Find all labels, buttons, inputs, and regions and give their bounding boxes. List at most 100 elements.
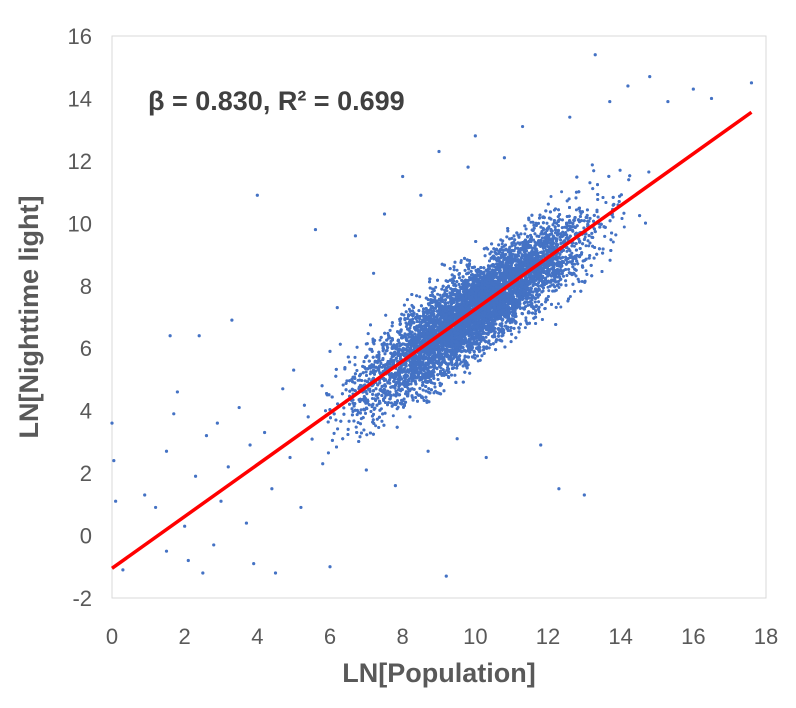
data-point [583,235,587,239]
data-point [292,368,296,372]
data-point [393,484,397,488]
data-point [426,449,430,453]
data-point [749,81,754,85]
data-point [691,87,695,91]
data-point [168,334,172,338]
data-point [568,115,572,119]
data-point [537,281,541,285]
data-point [573,289,576,293]
data-point [288,455,292,460]
data-point [557,286,561,289]
data-point [248,443,252,447]
data-point [121,568,125,572]
data-point [335,306,339,310]
data-point [573,262,577,266]
data-point [419,371,423,375]
data-point [201,571,205,575]
data-point [593,53,597,57]
data-point [565,249,569,253]
data-point [252,562,256,566]
data-point [230,318,234,322]
data-point [419,193,423,197]
data-point [378,338,382,342]
data-point [244,521,249,525]
data-point [559,305,563,309]
data-point [709,96,714,101]
data-point [437,149,441,154]
data-point [608,99,612,104]
points-layer [110,53,754,578]
data-point [520,124,525,129]
data-point [270,487,274,491]
data-point [587,244,591,248]
data-point [611,240,615,244]
data-point [473,134,477,138]
data-point [582,493,586,497]
data-point [204,434,209,438]
data-point [557,487,561,491]
data-point [369,370,373,374]
data-point [374,424,378,428]
data-point [438,293,442,297]
data-point [580,280,584,283]
data-point [434,285,438,289]
data-point [539,443,543,447]
data-point [143,493,147,497]
data-point [560,190,564,194]
data-point [556,302,560,306]
data-point [175,390,179,394]
data-point [401,174,405,179]
data-point [255,193,259,197]
data-point [572,244,576,248]
data-point [154,505,158,510]
data-point [408,415,412,419]
data-point [183,524,187,528]
data-point [114,499,118,503]
data-point [226,465,230,469]
data-point [436,292,440,296]
data-point [549,195,553,198]
data-point [215,421,219,425]
data-point [219,499,223,503]
data-point [164,549,169,553]
data-point [626,84,630,88]
data-point [110,421,114,425]
data-point [444,574,448,578]
data-point [568,295,572,298]
data-point [391,414,395,418]
data-point [523,232,527,236]
data-point [172,412,176,416]
data-point [648,74,652,79]
data-point [372,271,376,275]
data-point [321,462,325,466]
data-point [547,289,551,293]
data-point [313,227,318,232]
data-point [500,242,504,246]
data-point [328,565,332,569]
plot-area [111,35,767,599]
data-point [281,387,285,391]
data-point [455,437,459,441]
data-point [364,468,368,472]
data-point [666,99,670,104]
data-point [484,455,488,460]
data-point [353,234,358,238]
data-point [212,543,216,547]
data-point [346,427,350,431]
data-point [502,156,506,160]
data-point [164,449,169,453]
data-point [273,571,278,575]
data-point [574,208,578,212]
data-point [584,269,588,273]
data-point [186,558,190,563]
data-point [328,349,332,353]
data-point [263,430,267,435]
data-point [197,334,201,338]
data-point [523,326,527,330]
data-point [299,505,303,510]
data-point [418,295,422,299]
data-point [370,397,374,400]
data-point [486,247,490,251]
data-point [466,165,470,169]
